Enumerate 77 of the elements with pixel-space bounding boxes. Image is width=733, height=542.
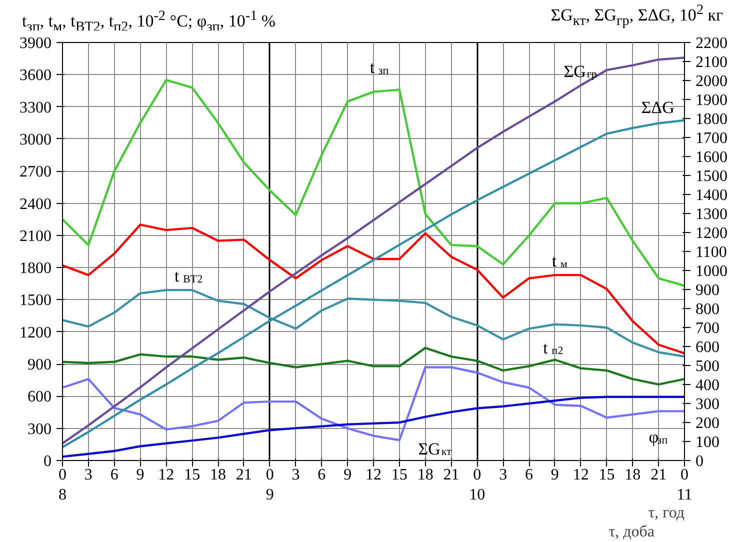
y2-tick-label: 1700 [696,130,728,147]
x-tick-label: 3 [84,466,92,484]
x-tick-label: 0 [58,466,66,484]
line-series [62,224,684,354]
x-tick-label: 0 [473,466,482,484]
y2-tick-label: 400 [696,377,720,394]
line-series [62,78,684,287]
y2-tick-label: 1000 [696,263,728,280]
x2-tick-label: 11 [676,486,692,504]
x-tick-label: 0 [680,466,688,484]
y-tick-label: 2700 [20,164,52,181]
y-tick-label: 0 [44,453,52,470]
y2-tick-label: 1100 [696,244,727,261]
y2-tick-label: 1600 [696,149,728,166]
y-tick-label: 900 [28,356,52,374]
y-tick-label: 3300 [20,99,52,116]
x-tick-label: 18 [624,466,641,484]
y-tick-label: 1500 [20,292,52,310]
y2-tick-label: 800 [696,301,720,318]
x-tick-label: 21 [443,466,460,484]
x-tick-label: 15 [391,466,408,484]
x-tick-label: 3 [292,466,300,484]
y2-tick-label: 2100 [696,54,728,71]
y2-tick-label: 300 [696,396,720,413]
x-tick-label: 21 [236,466,252,484]
x2-tick-label: 10 [469,486,486,504]
y-tick-label: 1800 [20,260,52,278]
series-label: ΣGгр [564,62,598,81]
y2-tick-label: 200 [696,415,720,432]
y-tick-label: 1200 [20,324,52,342]
y2-tick-label: 700 [696,320,720,337]
y-tick-label: 3000 [20,131,52,148]
y2-tick-label: 1800 [696,111,728,128]
y2-tick-label: 900 [696,282,720,299]
x-tick-label: 12 [158,466,174,484]
line-series [62,396,684,458]
y-tick-label: 300 [28,420,52,438]
y2-tick-label: 0 [696,453,704,470]
x-tick-label: 9 [136,466,144,484]
x-tick-label: 15 [184,466,200,484]
x-tick-label: 15 [598,466,615,484]
y2-tick-label: 500 [696,358,720,375]
line-series [62,56,684,444]
x2-axis-title: τ, доба [608,524,654,540]
y2-tick-label: 1300 [696,206,728,223]
x2-tick-label: 8 [58,486,66,504]
y2-tick-label: 1500 [696,168,728,185]
x-tick-label: 6 [318,466,326,484]
y-tick-label: 3600 [20,67,52,84]
y2-tick-label: 100 [696,434,720,451]
x-tick-label: 18 [417,466,434,484]
series-label: φзп [648,428,668,447]
y2-tick-label: 2200 [696,35,728,52]
y-tick-label: 2400 [20,196,52,213]
y2-tick-label: 1900 [696,92,728,109]
y-tick-label: 3900 [20,35,52,52]
y2-tick-label: 600 [696,339,720,356]
x-tick-label: 6 [525,466,533,484]
series-label: ΣGкт [418,439,452,458]
x-tick-label: 21 [650,466,667,484]
x-tick-label: 9 [550,466,559,484]
x-tick-label: 9 [344,466,352,484]
y-tick-label: 600 [28,388,52,406]
x-tick-label: 3 [499,466,508,484]
x-axis-title: τ, год [648,504,685,522]
series-label: ΣΔG [641,98,674,117]
x-tick-label: 12 [572,466,589,484]
x-tick-label: 0 [266,466,274,484]
x-tick-label: 6 [110,466,118,484]
y2-tick-label: 2000 [696,73,728,90]
x-tick-label: 12 [366,466,382,484]
x-tick-label: 18 [210,466,226,484]
y-tick-label: 2100 [20,228,52,245]
y2-tick-label: 1400 [696,187,728,204]
x2-tick-label: 9 [266,486,274,504]
y2-tick-label: 1200 [696,225,728,242]
y2-axis-title: ΣG$_{кт}$, ΣG$_{гр}$, ΣΔG, 10$^{2}$ кг [550,1,723,32]
